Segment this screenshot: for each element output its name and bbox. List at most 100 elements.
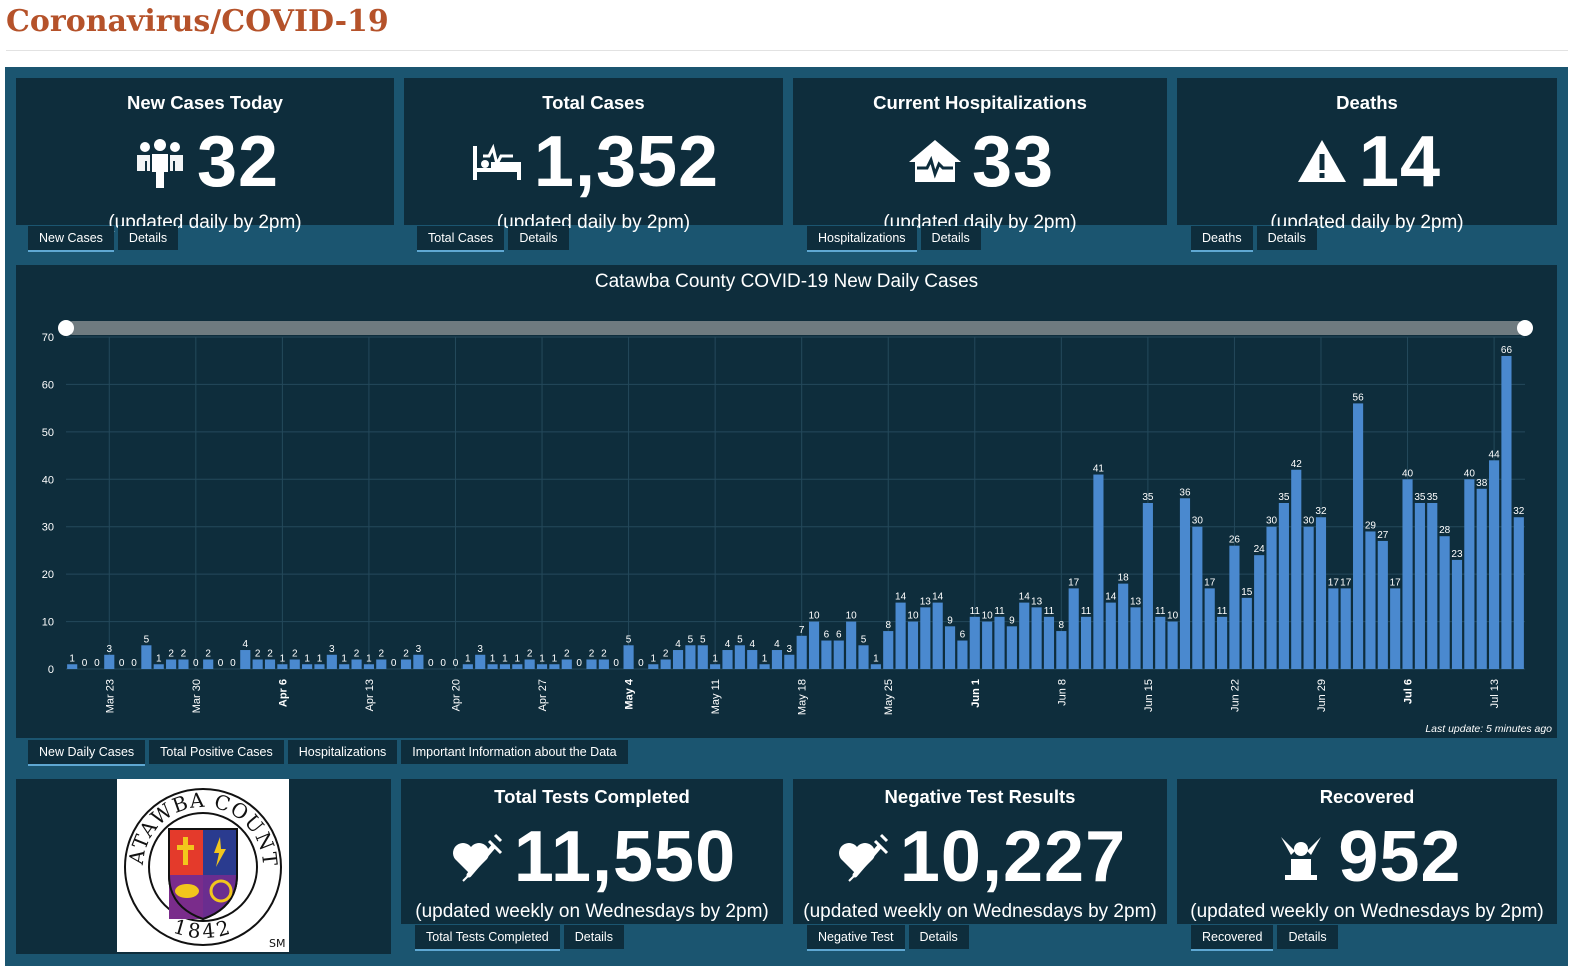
bar-data-label: 14 [895, 592, 907, 603]
tab-total-tests-completed[interactable]: Total Tests Completed [415, 925, 560, 951]
chart-bar [1006, 626, 1017, 669]
bar-data-label: 1 [304, 653, 310, 664]
chart-bar [1080, 616, 1092, 669]
bar-data-label: 35 [1142, 492, 1154, 503]
bar-data-label: 2 [663, 649, 669, 660]
hospitalizations-card: Current Hospitalizations 33 (updated dai… [793, 78, 1167, 233]
tab-hospitalizations-details[interactable]: Details [920, 226, 981, 252]
bar-data-label: 11 [1217, 606, 1228, 617]
deaths-card: Deaths 14 (updated daily by 2pm) [1177, 78, 1557, 233]
tab-total-cases[interactable]: Total Cases [417, 226, 505, 252]
tab-new-daily-cases[interactable]: New Daily Cases [28, 740, 146, 766]
chart-bar [1328, 588, 1339, 669]
chart-bar [969, 616, 980, 669]
tab-deaths-details[interactable]: Details [1256, 226, 1317, 252]
bar-data-label: 2 [292, 649, 298, 660]
tab-new-cases[interactable]: New Cases [28, 226, 114, 252]
bar-data-label: 17 [1204, 577, 1216, 588]
chart-bar [586, 659, 597, 669]
tab-recovered[interactable]: Recovered [1191, 925, 1274, 951]
chart-bar [808, 621, 820, 669]
bar-data-label: 40 [1464, 468, 1476, 479]
chart-bar [821, 640, 832, 669]
bar-data-label: 1 [317, 653, 323, 664]
chart-bar [1241, 597, 1252, 669]
tab-deaths[interactable]: Deaths [1191, 226, 1253, 252]
chart-bar [1217, 616, 1228, 669]
chart-bar [1353, 403, 1364, 669]
chart-bar [672, 650, 684, 669]
tab-total-tests-details[interactable]: Details [563, 925, 624, 951]
chart-bar [858, 645, 869, 669]
warning-triangle-icon [1293, 133, 1351, 191]
chart-bar [771, 650, 783, 669]
bar-data-label: 13 [1130, 596, 1142, 607]
bar-data-label: 38 [1476, 478, 1488, 489]
chart-bar [413, 654, 424, 669]
deaths-tabs: Deaths Details [1191, 226, 1317, 252]
bar-data-label: 32 [1315, 506, 1327, 517]
bar-data-label: 30 [1303, 516, 1315, 527]
tab-negative-test-details[interactable]: Details [908, 925, 969, 951]
chart-bar [994, 616, 1005, 669]
bar-data-label: 2 [181, 649, 187, 660]
x-tick-label: May 11 [710, 679, 722, 714]
tab-important-information[interactable]: Important Information about the Data [401, 740, 628, 766]
bar-data-label: 0 [193, 658, 199, 669]
tab-negative-test[interactable]: Negative Test [807, 925, 905, 951]
chart-bar [1204, 588, 1215, 669]
bar-data-label: 4 [243, 639, 249, 650]
tab-chart-hospitalizations[interactable]: Hospitalizations [287, 740, 398, 766]
bar-data-label: 5 [688, 634, 694, 645]
bar-data-label: 0 [94, 658, 100, 669]
chart-bar [1414, 503, 1425, 669]
x-tick-label: Mar 30 [191, 679, 203, 713]
tab-new-cases-details[interactable]: Details [117, 226, 179, 252]
chart-bar [536, 664, 548, 669]
bar-data-label: 11 [1044, 606, 1055, 617]
tab-total-positive-cases[interactable]: Total Positive Cases [149, 740, 284, 766]
chart-bar [697, 645, 708, 669]
chart-bar [289, 659, 300, 669]
bar-data-label: 2 [403, 649, 409, 660]
card-title: Deaths [1336, 92, 1398, 113]
people-group-icon [131, 133, 189, 191]
chart-bar [363, 664, 374, 669]
tab-hospitalizations[interactable]: Hospitalizations [807, 226, 917, 252]
chart-bar [1179, 498, 1191, 669]
card-title: New Cases Today [127, 92, 283, 113]
bar-data-label: 0 [131, 658, 137, 669]
chart-bar [1266, 526, 1277, 669]
bar-data-label: 0 [576, 658, 582, 669]
bar-data-label: 2 [255, 649, 261, 660]
bar-data-label: 5 [861, 634, 867, 645]
range-slider-handle-right[interactable] [1517, 320, 1533, 336]
chart-bar [1254, 555, 1265, 669]
x-tick-label: Apr 27 [537, 679, 549, 711]
bar-data-label: 1 [651, 653, 657, 664]
range-slider-handle-left[interactable] [58, 320, 74, 336]
bar-data-label: 2 [168, 649, 174, 660]
bar-data-label: 14 [1105, 592, 1117, 603]
chart-bar [1464, 479, 1475, 669]
bar-data-label: 44 [1489, 449, 1501, 460]
chart-bar [561, 659, 572, 669]
x-tick-label: Apr 6 [277, 679, 289, 707]
bar-data-label: 1 [156, 653, 162, 664]
chart-bar [1377, 540, 1388, 669]
logo-panel: CATAWBA COUNTY 1842 SM [16, 760, 391, 954]
tab-recovered-details[interactable]: Details [1277, 925, 1338, 951]
chart-bar [734, 645, 745, 669]
chart-bar [982, 621, 993, 669]
bar-data-label: 29 [1365, 520, 1377, 531]
total-cases-value: 1,352 [533, 122, 720, 202]
bar-data-label: 1 [502, 653, 508, 664]
new-cases-card: New Cases Today 32 (updated daily by 2pm… [16, 78, 394, 233]
total-tests-value: 11,550 [513, 817, 737, 897]
bar-data-label: 30 [1192, 516, 1204, 527]
bar-data-label: 4 [725, 639, 731, 650]
tab-total-cases-details[interactable]: Details [508, 226, 569, 252]
y-tick-label: 50 [42, 427, 54, 439]
y-tick-label: 20 [42, 569, 54, 581]
bar-data-label: 2 [267, 649, 273, 660]
